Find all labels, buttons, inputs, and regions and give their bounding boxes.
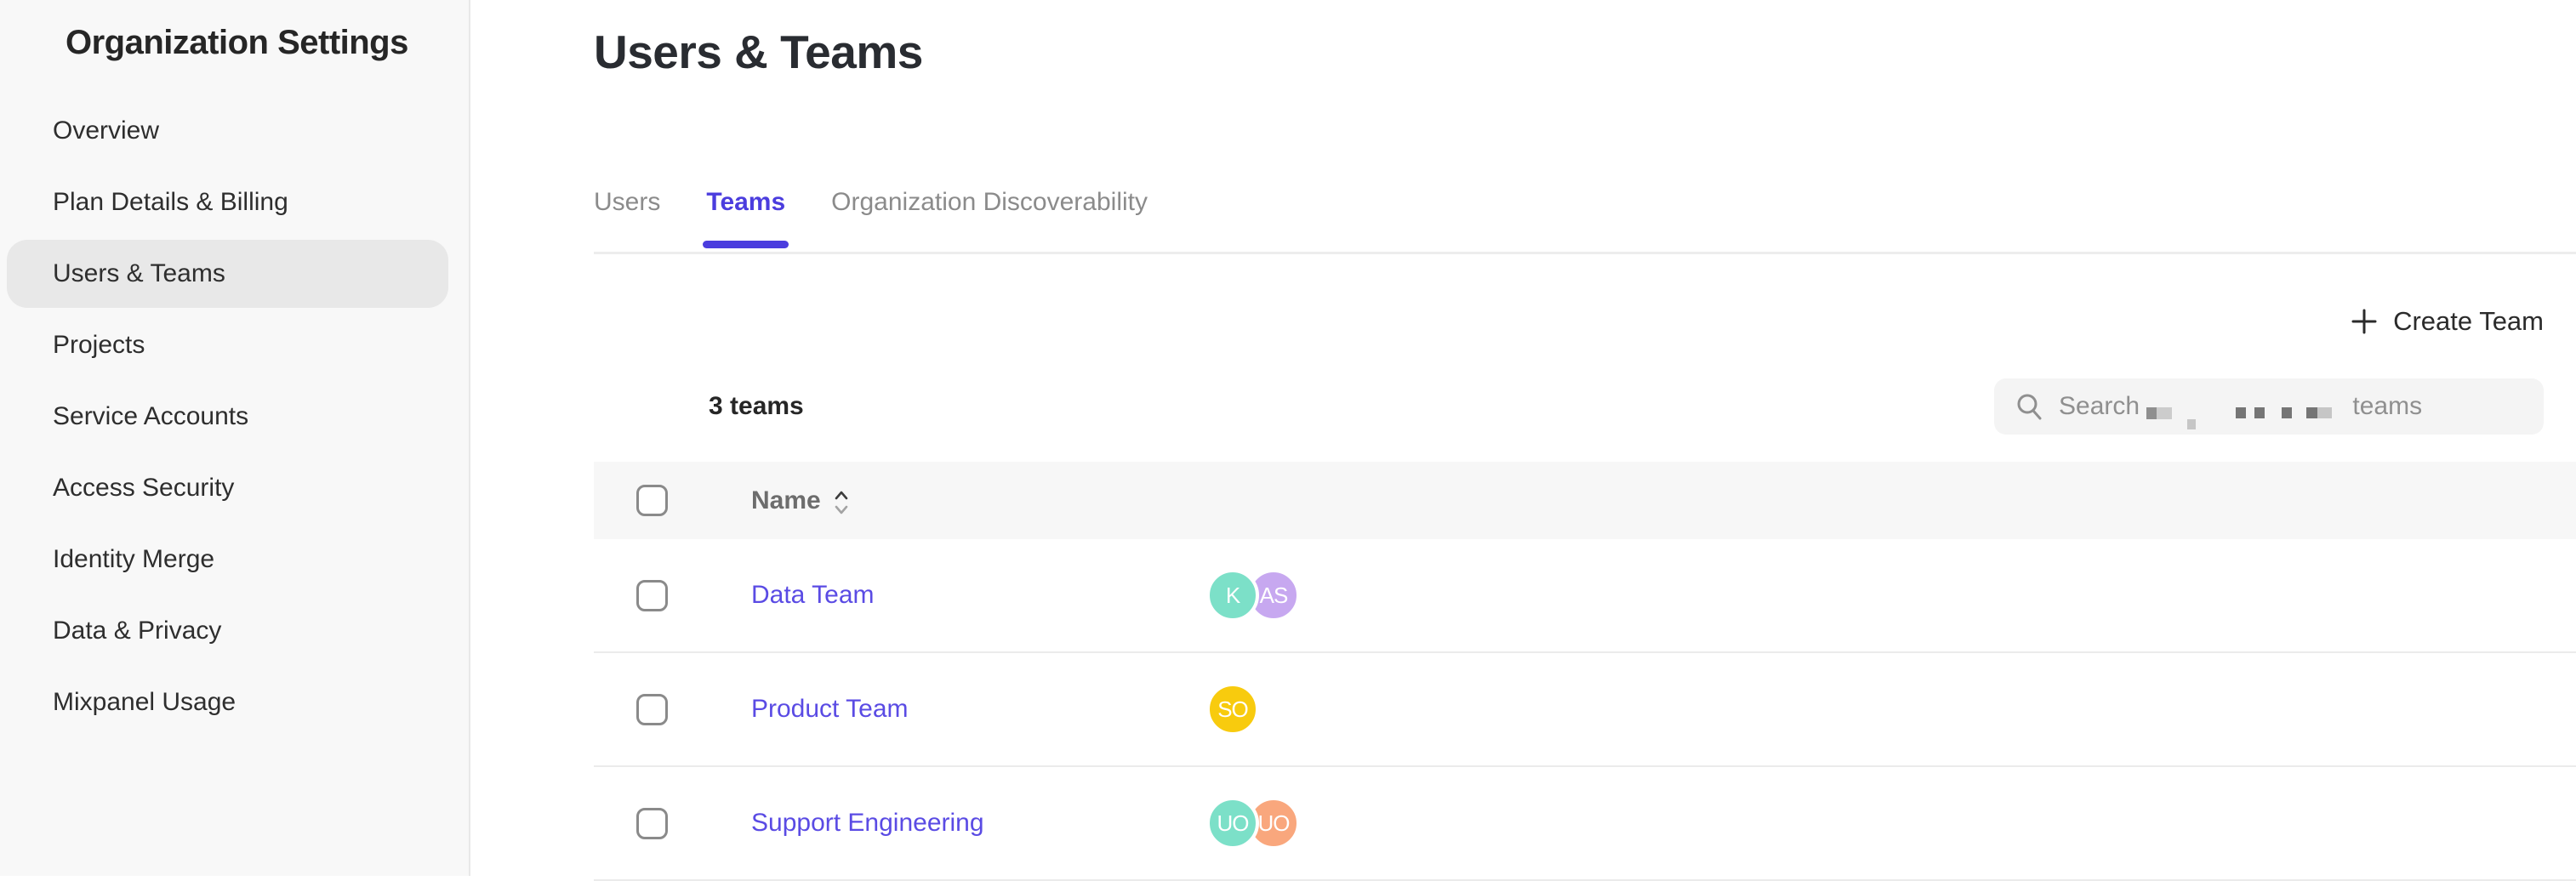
search-placeholder-prefix: Search (2059, 392, 2140, 421)
sort-icon[interactable] (833, 489, 850, 516)
sidebar-item-service-accounts[interactable]: Service Accounts (7, 383, 448, 451)
row-checkbox[interactable] (636, 580, 668, 611)
sidebar-item-data-privacy[interactable]: Data & Privacy (7, 597, 448, 665)
select-all-checkbox[interactable] (636, 485, 668, 516)
tab-bar: Users Teams Organization Discoverability (594, 187, 2576, 254)
sidebar-item-access-security[interactable]: Access Security (7, 454, 448, 522)
redacted-text-block (2282, 407, 2292, 418)
member-avatar: UO (1206, 797, 1259, 850)
teams-toolbar: Create Team (594, 293, 2576, 350)
redacted-text-block (2306, 407, 2317, 418)
member-avatar: K (1206, 569, 1259, 622)
redacted-text-block (2236, 407, 2246, 418)
sidebar-item-projects[interactable]: Projects (7, 311, 448, 379)
team-name-link[interactable]: Product Team (751, 695, 909, 724)
sidebar-item-overview[interactable]: Overview (7, 97, 448, 165)
org-settings-sidebar: Organization Settings Overview Plan Deta… (0, 0, 470, 876)
sidebar-item-identity-merge[interactable]: Identity Merge (7, 526, 448, 594)
sidebar-item-mixpanel-usage[interactable]: Mixpanel Usage (7, 668, 448, 736)
redacted-text-block (2187, 419, 2196, 429)
row-checkbox[interactable] (636, 808, 668, 839)
tab-organization-discoverability[interactable]: Organization Discoverability (831, 187, 1148, 218)
search-icon (2015, 391, 2045, 422)
sidebar-item-plan-details-billing[interactable]: Plan Details & Billing (7, 168, 448, 236)
row-checkbox[interactable] (636, 694, 668, 725)
team-name-link[interactable]: Data Team (751, 581, 875, 610)
redacted-text-block (2254, 407, 2265, 418)
tab-teams[interactable]: Teams (706, 187, 785, 218)
teams-table-header: Name (594, 462, 2576, 539)
redacted-text-block (2157, 407, 2172, 419)
tab-users-label: Users (594, 188, 660, 216)
search-placeholder-redacted (2146, 401, 2332, 412)
tab-users[interactable]: Users (594, 187, 660, 218)
sidebar-title: Organization Settings (66, 22, 469, 63)
tab-organization-discoverability-label: Organization Discoverability (831, 188, 1148, 216)
redacted-text-block (2146, 407, 2157, 419)
create-team-button[interactable]: Create Team (2351, 306, 2544, 337)
member-avatar: SO (1206, 683, 1259, 736)
team-members-avatars: SO (1206, 683, 2576, 736)
name-column-header[interactable]: Name (751, 486, 821, 515)
main-content: Users & Teams Users Teams Organization D… (470, 0, 2576, 876)
page-title: Users & Teams (594, 22, 2576, 82)
sidebar-item-users-teams[interactable]: Users & Teams (7, 240, 448, 308)
team-name-link[interactable]: Support Engineering (751, 809, 984, 838)
search-teams-input[interactable]: Search teams (1994, 378, 2544, 435)
plus-icon (2351, 308, 2378, 335)
redacted-text-block (2317, 407, 2332, 418)
teams-count: 3 teams (709, 392, 804, 421)
active-tab-indicator (703, 241, 789, 248)
table-row: Product Team SO (594, 653, 2576, 767)
teams-stats-row: 3 teams Search teams (594, 378, 2576, 435)
create-team-label: Create Team (2393, 306, 2544, 337)
sidebar-nav: Overview Plan Details & Billing Users & … (0, 97, 469, 736)
search-placeholder-suffix: teams (2345, 392, 2422, 421)
tab-teams-label: Teams (706, 188, 785, 216)
